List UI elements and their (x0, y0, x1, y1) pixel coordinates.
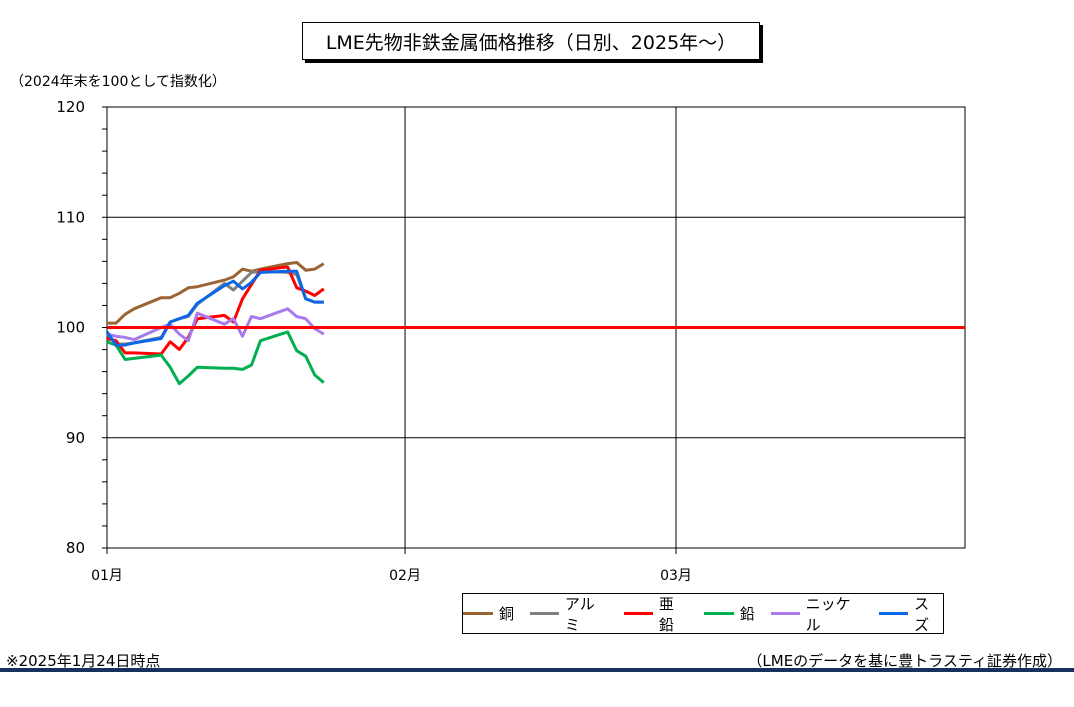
legend-item: 鉛 (703, 603, 755, 624)
y-tick-label: 110 (56, 208, 85, 226)
y-tick-label: 120 (56, 98, 85, 116)
legend-swatch (879, 612, 909, 615)
y-tick-label: 80 (66, 539, 85, 557)
footer-divider (0, 668, 1074, 672)
x-tick-label: 02月 (389, 568, 421, 584)
legend-label: ニッケル (805, 594, 851, 634)
series-line-0 (107, 261, 325, 325)
legend-swatch (624, 612, 653, 615)
legend-label: 銅 (499, 605, 515, 623)
x-tick-label: 01月 (91, 568, 123, 584)
legend-label: アルミ (564, 594, 595, 634)
legend-item: 銅 (463, 603, 514, 624)
as-of-note: ※2025年1月24日時点 (6, 652, 161, 670)
legend-item: 亜鉛 (624, 593, 688, 635)
legend-swatch (463, 612, 493, 615)
legend-swatch (530, 612, 559, 615)
legend-label: 亜鉛 (658, 594, 674, 634)
chart-title: LME先物非鉄金属価格推移（日別、2025年～） (325, 31, 737, 54)
legend-swatch (703, 612, 734, 615)
legend-item: ニッケル (770, 593, 864, 635)
line-chart: 80 90 100 110 120 01月 02月 03月 (56, 98, 966, 584)
chart-title-box: LME先物非鉄金属価格推移（日別、2025年～） (302, 22, 760, 60)
series-line-4 (106, 307, 325, 343)
series-line-3 (106, 330, 325, 386)
source-note: （LMEのデータを基に豊トラスティ証券作成） (747, 652, 1062, 670)
series-line-5 (105, 269, 324, 347)
legend-swatch (770, 612, 800, 615)
legend-label: スズ (914, 594, 930, 634)
y-tick-label: 100 (56, 319, 85, 337)
legend-item: スズ (879, 593, 943, 635)
legend: 銅 アルミ 亜鉛 鉛 ニッケル スズ (462, 593, 944, 634)
x-tick-label: 03月 (660, 568, 692, 584)
y-axis-unit-note: （2024年末を100として指数化） (10, 74, 226, 90)
legend-item: アルミ (530, 593, 608, 635)
series-line-2 (106, 265, 325, 356)
y-tick-label: 90 (66, 429, 85, 447)
legend-label: 鉛 (739, 605, 755, 623)
